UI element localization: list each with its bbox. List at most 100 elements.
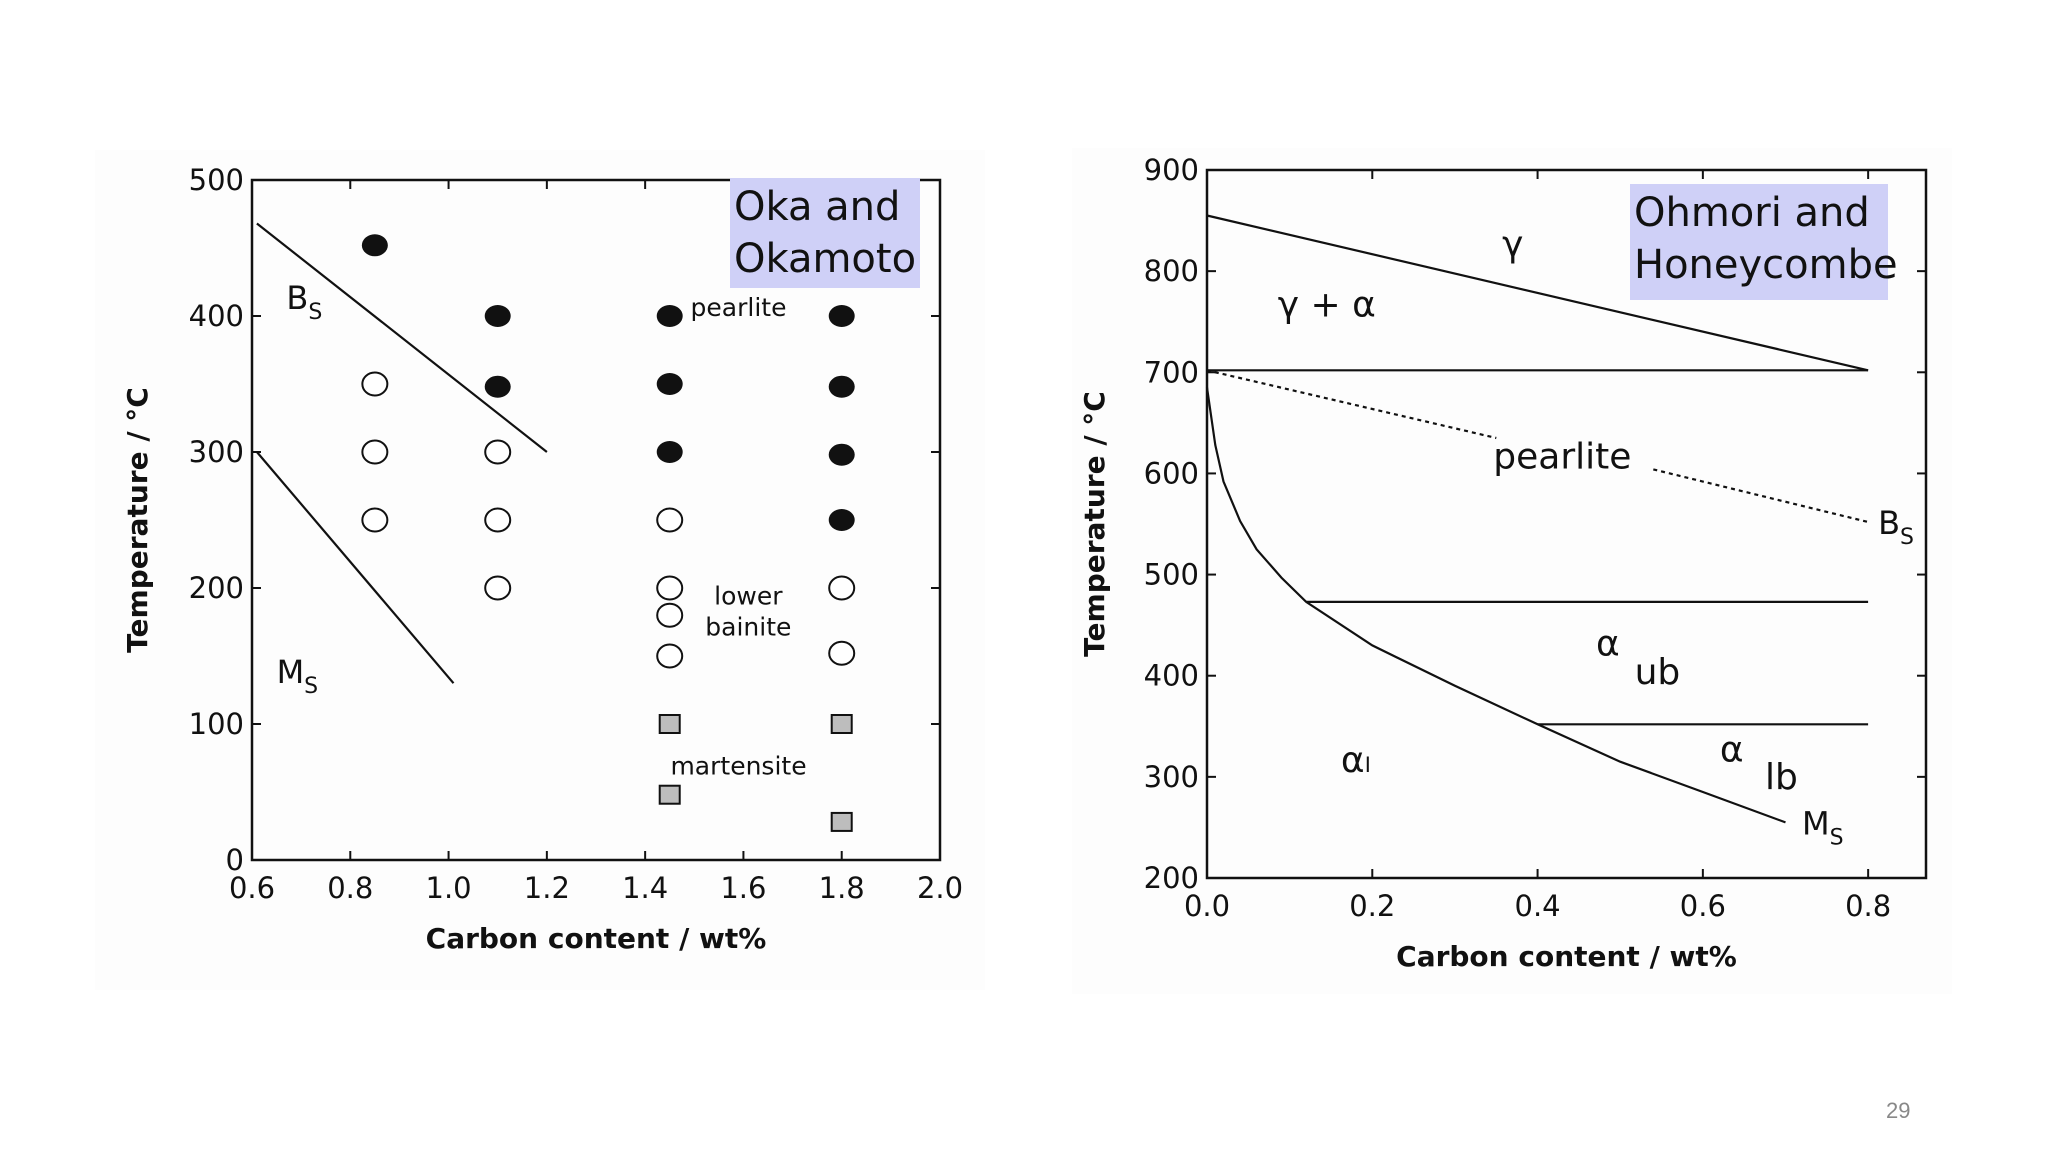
pearlite-point <box>828 443 855 466</box>
source-label-line: Honeycombe <box>1634 242 1898 288</box>
x-tick-label: 1.8 <box>819 871 865 905</box>
region-label: lb <box>1765 757 1798 798</box>
pearlite-point <box>484 305 511 327</box>
y-axis-label: Temperature / °C <box>121 387 154 653</box>
lower-bainite-point <box>484 439 512 465</box>
y-tick-label: 800 <box>1144 254 1199 288</box>
region-label: α <box>1596 623 1620 664</box>
martensite-point <box>658 784 681 805</box>
lower-bainite-point <box>828 640 856 666</box>
region-label: γ <box>1502 224 1523 265</box>
series-line-ms <box>256 451 455 684</box>
source-label-line: Okamoto <box>734 236 916 282</box>
region-label: lower <box>714 581 783 610</box>
curve-label: BS <box>286 279 322 325</box>
x-tick-label: 0.4 <box>1515 889 1561 923</box>
lower-bainite-point <box>361 371 389 397</box>
curve-label-sub: S <box>308 300 322 325</box>
lower-bainite-point <box>656 575 684 601</box>
curve-label: BS <box>1878 504 1914 550</box>
pearlite-point <box>828 375 855 398</box>
series-line-bs-lower <box>1653 468 1869 524</box>
curve-label: MS <box>1802 805 1844 851</box>
y-tick-label: 200 <box>189 571 244 605</box>
lower-bainite-point <box>656 643 684 669</box>
pearlite-point <box>656 373 683 395</box>
x-tick-label: 0.6 <box>1680 889 1726 923</box>
curve-label-sub: S <box>304 674 318 699</box>
source-label-box <box>1630 184 1888 300</box>
right-chart-panel: 0.0 0.2 0.4 0.6 0.8 200 300 400 500 600 700 800 900 C… <box>1072 148 1952 994</box>
lower-bainite-point <box>828 575 856 601</box>
source-label-line: Oka and <box>734 184 900 230</box>
curve-label: MS <box>277 653 319 699</box>
curve-label-main: B <box>1878 504 1900 542</box>
lower-bainite-point <box>484 507 512 533</box>
plot-frame <box>250 178 942 862</box>
y-tick-label: 100 <box>189 707 244 741</box>
source-label-box <box>730 178 920 288</box>
x-tick-label: 1.2 <box>524 871 570 905</box>
region-label: bainite <box>705 613 791 642</box>
region-label: pearlite <box>691 293 787 322</box>
region-label: αₗ <box>1341 740 1371 781</box>
x-tick-label: 1.6 <box>720 871 766 905</box>
y-tick-label: 900 <box>1144 153 1199 187</box>
pearlite-point <box>656 305 683 327</box>
lower-bainite-point <box>361 439 389 465</box>
lower-bainite-point <box>484 575 512 601</box>
x-tick-label: 1.0 <box>426 871 472 905</box>
curve-label-sub: S <box>1830 826 1844 851</box>
martensite-point <box>658 714 681 734</box>
region-label: ub <box>1635 652 1681 693</box>
region-label: martensite <box>670 751 806 780</box>
x-tick-label: 0.8 <box>1845 889 1891 923</box>
martensite-point <box>830 714 853 734</box>
x-tick-label: 2.0 <box>917 871 963 905</box>
series-line-bs-upper <box>1206 369 1497 440</box>
x-tick-label: 0.8 <box>327 871 373 905</box>
curve-label-sub: S <box>1900 525 1914 550</box>
y-tick-label: 500 <box>189 163 244 197</box>
y-tick-label: 200 <box>1144 861 1199 895</box>
region-label: α <box>1720 730 1744 771</box>
lower-bainite-point <box>656 602 684 628</box>
y-tick-label: 300 <box>1144 760 1199 794</box>
y-tick-label: 400 <box>189 299 244 333</box>
pearlite-point <box>828 305 855 327</box>
region-label: γ + α <box>1278 285 1376 326</box>
series-line-bs <box>256 222 548 453</box>
lower-bainite-point <box>656 507 684 533</box>
x-axis-label: Carbon content / wt% <box>1396 940 1737 973</box>
y-tick-label: 400 <box>1144 659 1199 693</box>
curve-label-main: B <box>286 279 308 317</box>
x-tick-label: 1.4 <box>622 871 668 905</box>
y-tick-label: 700 <box>1144 355 1199 389</box>
x-tick-label: 0.2 <box>1349 889 1395 923</box>
y-tick-label: 300 <box>189 435 244 469</box>
x-axis-label: Carbon content / wt% <box>426 922 767 955</box>
martensite-point <box>830 811 853 832</box>
y-tick-label: 600 <box>1144 456 1199 490</box>
x-tick-label: 0.6 <box>229 871 275 905</box>
pearlite-point <box>484 375 511 398</box>
lower-bainite-point <box>361 507 389 533</box>
pearlite-point <box>656 441 683 463</box>
plot-frame <box>1205 168 1928 880</box>
curve-label-main: M <box>1802 805 1830 843</box>
pearlite-point <box>828 509 855 531</box>
region-label: pearlite <box>1493 436 1631 477</box>
page-number: 29 <box>1886 1098 1911 1123</box>
pearlite-point <box>361 234 388 257</box>
oka-okamoto-chart: 0.6 0.8 1.0 1.2 1.4 1.6 1.8 2.0 0 100 200 300 400 500… <box>121 163 963 955</box>
source-label-line: Ohmori and <box>1634 190 1870 236</box>
y-axis-label: Temperature / °C <box>1078 391 1111 657</box>
y-tick-label: 500 <box>1144 558 1199 592</box>
ohmori-honeycombe-chart: 0.0 0.2 0.4 0.6 0.8 200 300 400 500 600 700 800 900 C… <box>1078 153 1928 973</box>
series-line-ms <box>1205 387 1786 824</box>
left-chart-panel: 0.6 0.8 1.0 1.2 1.4 1.6 1.8 2.0 0 100 200 300 400 500… <box>95 150 985 990</box>
y-tick-label: 0 <box>226 843 244 877</box>
series-line-gamma-boundary <box>1206 214 1869 372</box>
x-tick-label: 0.0 <box>1184 889 1230 923</box>
curve-label-main: M <box>277 653 305 691</box>
